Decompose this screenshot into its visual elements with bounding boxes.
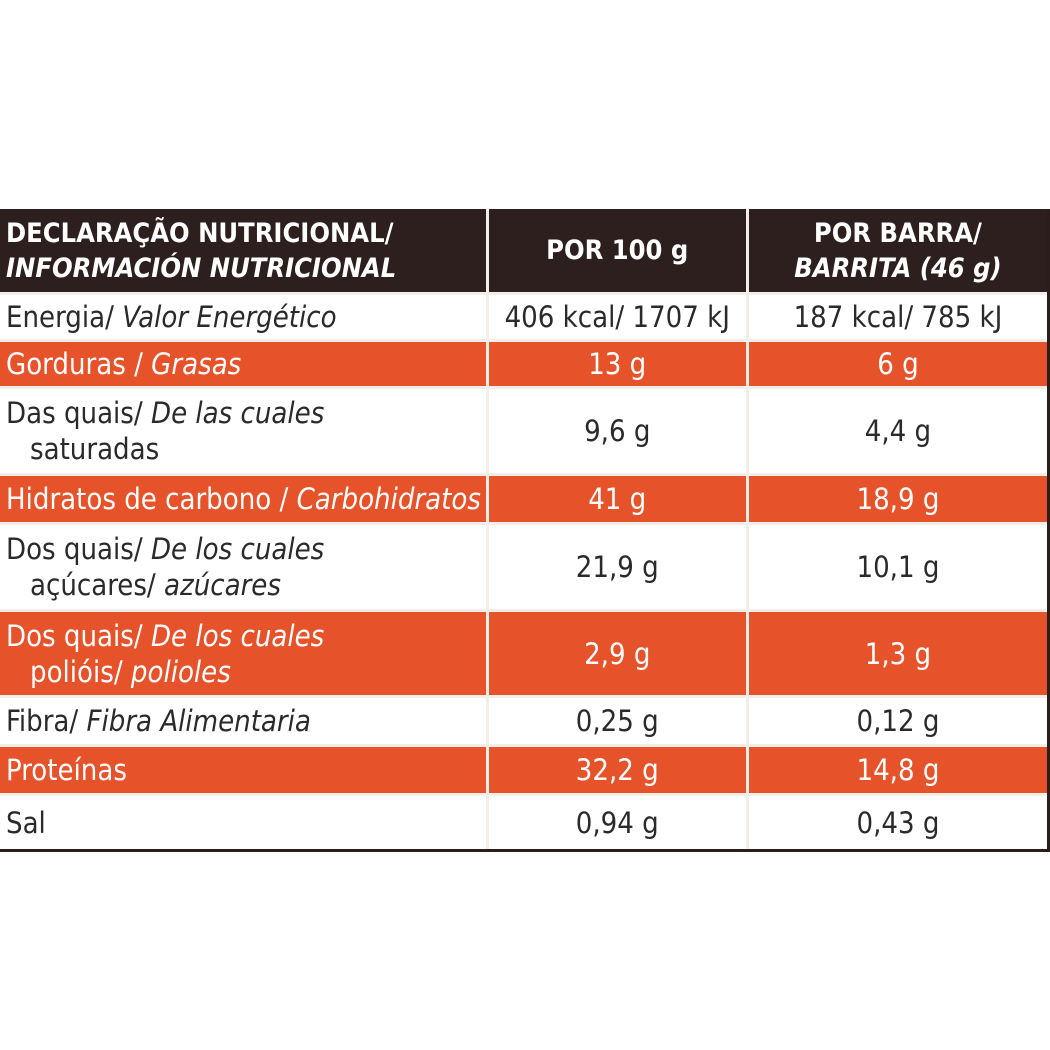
- header-declaration: DECLARAÇÃO NUTRICIONAL/ INFORMACIÓN NUTR…: [0, 209, 486, 292]
- value-per-bar: 6 g: [748, 342, 1047, 386]
- value-per-100g: 41 g: [488, 476, 746, 522]
- header-per-bar: POR BARRA/ BARRITA (46 g): [748, 209, 1047, 292]
- table-row-fat: Gorduras / Grasas 13 g 6 g: [0, 342, 1047, 386]
- value-per-100g: 9,6 g: [488, 389, 746, 473]
- row-label: Fibra/ Fibra Alimentaria: [0, 698, 486, 744]
- table-row-salt: Sal 0,94 g 0,43 g: [0, 796, 1047, 849]
- value-per-bar: 4,4 g: [748, 389, 1047, 473]
- row-label: Energia/ Valor Energético: [0, 295, 486, 339]
- row-label: Sal: [0, 796, 486, 849]
- value-per-100g: 0,25 g: [488, 698, 746, 744]
- table-row-protein: Proteínas 32,2 g 14,8 g: [0, 747, 1047, 793]
- value-per-bar: 187 kcal/ 785 kJ: [748, 295, 1047, 339]
- label-es: Valor Energético: [122, 300, 337, 334]
- label-es: De las cuales: [151, 396, 325, 430]
- row-label: Proteínas: [0, 747, 486, 793]
- value-per-bar: 14,8 g: [748, 747, 1047, 793]
- label-pt: Hidratos de carbono /: [6, 482, 289, 516]
- label-pt-2: poliόis/: [30, 654, 123, 689]
- value-per-bar: 0,43 g: [748, 796, 1047, 849]
- row-label: Das quais/ De las cuales saturadas: [0, 389, 486, 473]
- label-pt: Proteínas: [6, 753, 127, 787]
- label-es: De los cuales: [150, 532, 325, 566]
- row-label: Gorduras / Grasas: [0, 342, 486, 386]
- label-es: De los cuales: [150, 618, 325, 653]
- row-label: Dos quais/ De los cuales poliόis/ poliol…: [0, 612, 486, 695]
- label-pt: Fibra/: [6, 704, 79, 738]
- label-pt: Dos quais/: [6, 532, 143, 566]
- value-per-100g: 0,94 g: [488, 796, 746, 849]
- value-per-100g: 406 kcal/ 1707 kJ: [488, 295, 746, 339]
- header-per-100g: POR 100 g: [488, 209, 746, 292]
- label-pt: Sal: [6, 805, 46, 840]
- label-pt-2: saturadas: [30, 432, 160, 466]
- table-row-polyols: Dos quais/ De los cuales poliόis/ poliol…: [0, 612, 1047, 695]
- value-per-bar: 1,3 g: [748, 612, 1047, 695]
- header-declaration-es: INFORMACIÓN NUTRICIONAL: [6, 252, 397, 284]
- label-pt: Dos quais/: [6, 618, 143, 653]
- table-row-fibre: Fibra/ Fibra Alimentaria 0,25 g 0,12 g: [0, 698, 1047, 744]
- row-label: Dos quais/ De los cuales açúcares/ azúca…: [0, 525, 486, 609]
- value-per-bar: 0,12 g: [748, 698, 1047, 744]
- table-row-saturated: Das quais/ De las cuales saturadas 9,6 g…: [0, 389, 1047, 473]
- label-pt: Gorduras /: [6, 347, 143, 381]
- nutrition-table: DECLARAÇÃO NUTRICIONAL/ INFORMACIÓN NUTR…: [0, 209, 1050, 852]
- value-per-bar: 18,9 g: [748, 476, 1047, 522]
- value-per-100g: 13 g: [488, 342, 746, 386]
- label-es: Carbohidratos: [296, 482, 481, 516]
- row-label: Hidratos de carbono / Carbohidratos: [0, 476, 486, 522]
- header-per-bar-es: BARRITA (46 g): [794, 252, 1002, 284]
- table-row-energy: Energia/ Valor Energético 406 kcal/ 1707…: [0, 295, 1047, 339]
- label-es-2: azúcares: [164, 568, 281, 602]
- value-per-100g: 32,2 g: [488, 747, 746, 793]
- table-row-sugars: Dos quais/ De los cuales açúcares/ azúca…: [0, 525, 1047, 609]
- table-header: DECLARAÇÃO NUTRICIONAL/ INFORMACIÓN NUTR…: [0, 209, 1047, 292]
- label-es: Grasas: [151, 347, 242, 381]
- label-pt-2: açúcares/: [30, 568, 156, 602]
- label-pt: Das quais/: [6, 396, 143, 430]
- label-es-2: polioles: [130, 654, 231, 689]
- value-per-100g: 21,9 g: [488, 525, 746, 609]
- header-per-bar-pt: POR BARRA/: [813, 217, 982, 249]
- value-per-100g: 2,9 g: [488, 612, 746, 695]
- value-per-bar: 10,1 g: [748, 525, 1047, 609]
- label-es: Fibra Alimentaria: [86, 704, 311, 738]
- label-pt: Energia/: [6, 300, 114, 334]
- header-declaration-pt: DECLARAÇÃO NUTRICIONAL/: [6, 217, 394, 249]
- table-row-carbohydrates: Hidratos de carbono / Carbohidratos 41 g…: [0, 476, 1047, 522]
